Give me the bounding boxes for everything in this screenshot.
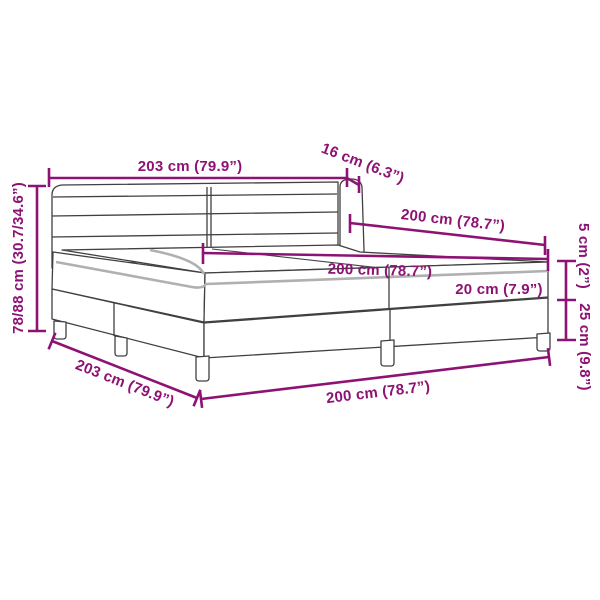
dim-tick: [198, 389, 204, 409]
dim-label-headboard-width: 203 cm (79.9”): [138, 158, 243, 175]
bed-drawing: [51, 178, 551, 382]
dim-line-length-middle: [202, 251, 549, 261]
dim-line-length-upper: [349, 221, 546, 247]
dim-label-length-middle: 200 cm (78.7”): [328, 261, 433, 281]
dim-line-length-bottom: [200, 355, 550, 401]
mattress-corner-round: [149, 248, 206, 275]
headboard-wing: [339, 178, 365, 258]
dim-line-wing-depth: [346, 176, 360, 187]
dim-label-base-height: 25 cm (9.8”): [576, 303, 593, 390]
bed-leg: [114, 335, 128, 357]
dim-tick: [546, 347, 552, 367]
bed-leg: [53, 320, 67, 340]
headboard-slat-line-1: [52, 193, 338, 198]
dim-label-wing-depth: 16 cm (6.3”): [319, 140, 407, 187]
bed-leg: [195, 355, 210, 382]
dim-label-overall-height: 78/88 cm (30.7/34.6”): [10, 182, 27, 334]
mattress-top-split-seam: [211, 248, 390, 270]
mattress-topper-seam: [55, 260, 549, 289]
headboard-slat-line-3: [51, 232, 339, 238]
headboard-center-divider: [206, 187, 212, 250]
dim-line-width-bottom: [51, 339, 198, 400]
dimension-lines: [28, 168, 576, 409]
dim-tick: [47, 332, 57, 350]
headboard-slat-line-2: [51, 211, 339, 217]
bed-leg: [380, 339, 395, 367]
mattress-foot-face: [203, 261, 549, 323]
dim-label-topper-thickness: 5 cm (2”): [575, 223, 592, 289]
dim-label-mattress-thickness: 20 cm (7.9”): [455, 281, 542, 298]
